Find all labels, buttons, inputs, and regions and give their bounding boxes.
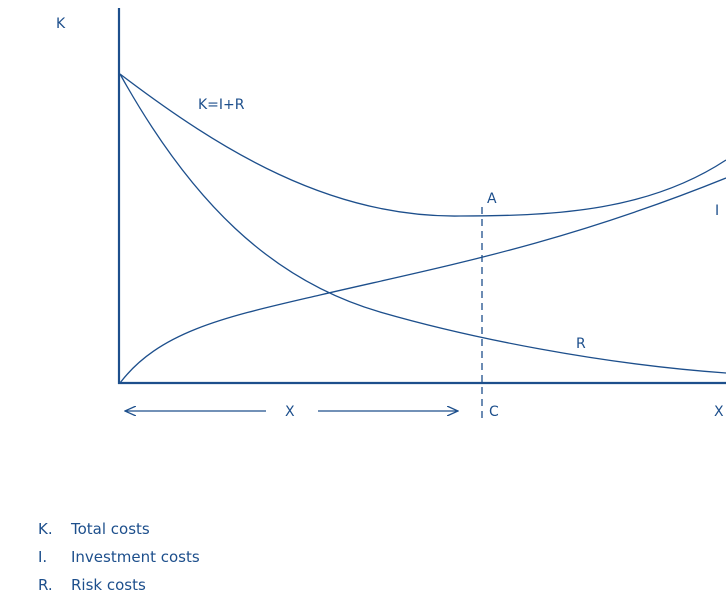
legend: K. Total costs I. Investment costs R. Ri… [38,519,200,603]
investment-cost-curve [119,177,726,384]
x-axis-label: X [714,404,724,420]
legend-key: K. [38,520,53,538]
optimum-x-label: C [489,404,499,420]
legend-item-total: K. Total costs [38,519,200,547]
y-axis-label: K [56,16,66,32]
investment-curve-label: I [715,203,719,219]
risk-curve-label: R [576,336,586,352]
total-curve-label: K=I+R [198,97,245,113]
legend-text: Risk costs [71,576,146,594]
legend-item-investment: I. Investment costs [38,547,200,575]
total-cost-curve [119,73,726,217]
legend-item-risk: R. Risk costs [38,575,200,603]
legend-key: R. [38,576,53,594]
optimum-point-label: A [487,191,497,207]
legend-text: Total costs [71,520,150,538]
risk-cost-curve [119,73,726,374]
legend-key: I. [38,548,48,566]
range-label: X [285,404,295,420]
legend-text: Investment costs [71,548,200,566]
